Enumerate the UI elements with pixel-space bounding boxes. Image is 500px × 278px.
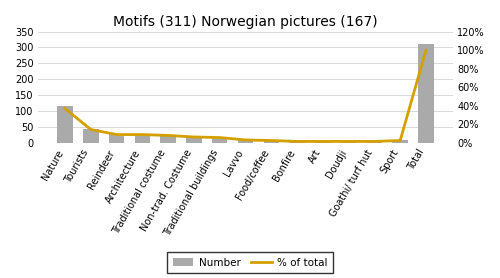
Bar [366,141,382,143]
Bar [58,106,73,143]
Bar [290,141,305,143]
Bar [83,129,98,143]
Bar [109,134,124,143]
Bar [315,141,330,143]
Bar [392,140,408,143]
Bar [418,44,434,143]
Legend: Number, % of total: Number, % of total [168,252,332,273]
Bar [238,140,253,143]
Bar [264,140,279,143]
Bar [341,141,356,143]
Title: Motifs (311) Norwegian pictures (167): Motifs (311) Norwegian pictures (167) [113,15,378,29]
Bar [134,134,150,143]
Bar [160,135,176,143]
Bar [212,137,228,143]
Bar [186,136,202,143]
